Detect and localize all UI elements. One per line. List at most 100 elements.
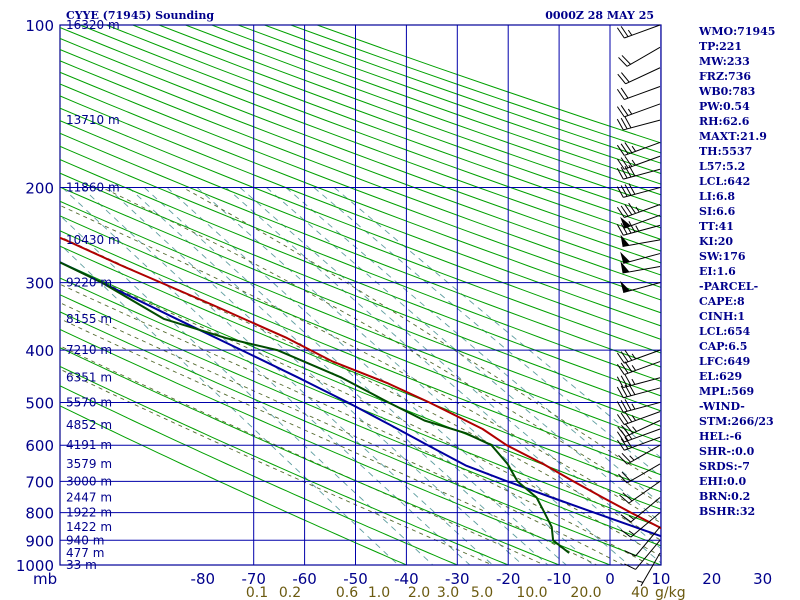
temperature-tick-label: -10 — [547, 570, 572, 588]
frame-rect — [59, 24, 662, 566]
height-label: 3000 m — [66, 474, 112, 488]
wind-barb — [636, 552, 661, 587]
dry-adiabat — [60, 186, 661, 427]
moist-adiabat — [60, 302, 625, 565]
height-label: 477 m — [66, 546, 104, 560]
stat-item: KI:20 — [699, 235, 734, 248]
wind-barb — [616, 361, 661, 376]
stat-item: CINH:1 — [699, 310, 746, 323]
mixing-ratio-line — [334, 187, 661, 459]
dry-adiabat — [60, 215, 661, 459]
stat-item: MW:233 — [699, 55, 750, 68]
wind-barb — [618, 46, 661, 67]
mixing-ratio-label: 40 — [631, 585, 649, 600]
stat-item: RH:62.6 — [699, 115, 750, 128]
height-label: 33 m — [66, 558, 97, 572]
mixing-ratio-lines — [60, 187, 661, 565]
wind-barb — [618, 463, 661, 484]
moist-adiabat — [101, 187, 661, 506]
height-label: 3579 m — [66, 457, 112, 471]
dewpoint-trace — [60, 261, 570, 554]
pressure-unit-label: mb — [33, 570, 57, 588]
mixing-ratio-label: 0.2 — [279, 585, 301, 600]
dry-adiabat — [60, 49, 661, 276]
date-label: 0000Z 28 MAY 25 — [545, 9, 654, 22]
temperature-tick-label: -30 — [445, 570, 470, 588]
height-label: 6351 m — [66, 371, 112, 385]
wind-barb — [616, 86, 661, 100]
wind-barb — [616, 164, 661, 180]
dry-adiabat — [60, 311, 661, 565]
dry-adiabat — [60, 294, 661, 547]
mixing-ratio-label: 3.0 — [437, 585, 459, 600]
stat-item: LCL:642 — [699, 175, 751, 188]
dry-adiabat — [60, 60, 661, 288]
wind-barb — [624, 539, 661, 570]
sounding-indices: WMO:71945 TP:221 MW:233 FRZ:736 WB0:783 PW:0.… — [699, 24, 775, 519]
height-label: 7210 m — [66, 343, 112, 357]
dry-adiabat — [60, 172, 661, 412]
stat-item: -PARCEL- — [699, 280, 759, 293]
temperature-axis: -80 -70 -60 -50 -40 -30 -20 -10 0 10 20 30 — [191, 570, 773, 588]
grid-lines — [60, 25, 661, 565]
mixing-ratio-line — [107, 187, 524, 565]
wind-barb — [616, 383, 661, 399]
stat-item: CAP:6.5 — [699, 340, 748, 353]
stat-item: FRZ:736 — [699, 70, 752, 83]
wind-barb — [620, 512, 661, 538]
dry-adiabat — [60, 83, 661, 314]
mixing-ratio-label: 20.0 — [570, 585, 601, 600]
stat-item: HEL:-6 — [699, 430, 742, 443]
wind-barb — [616, 116, 661, 131]
temperature-tick-label: 10 — [651, 570, 670, 588]
mixing-ratio-label: 0.1 — [246, 585, 268, 600]
temperature-tick-label: 20 — [702, 570, 721, 588]
wind-barb — [616, 202, 661, 218]
stat-item: LCL:654 — [699, 325, 751, 338]
stat-item: SRDS:-7 — [699, 460, 750, 473]
mixing-ratio-label: 5.0 — [471, 585, 493, 600]
pressure-tick-label: 500 — [25, 394, 54, 412]
wind-barb — [620, 234, 661, 247]
temperature-trace — [60, 236, 661, 530]
wind-barb — [616, 103, 661, 118]
pressure-tick-label: 400 — [25, 342, 54, 360]
stat-item: LFC:649 — [699, 355, 751, 368]
wind-barb — [616, 411, 661, 426]
mixing-ratio-line — [81, 187, 494, 565]
height-label: 1422 m — [66, 520, 112, 534]
stat-item: EI:1.6 — [699, 265, 736, 278]
wind-barb — [616, 221, 661, 236]
stat-item: BSHR:32 — [699, 505, 756, 518]
wind-barb — [616, 183, 661, 198]
pressure-tick-label: 700 — [25, 473, 54, 491]
mixing-ratio-line — [128, 187, 549, 565]
dry-adiabat — [60, 200, 661, 443]
dry-adiabat — [60, 230, 661, 476]
wind-barbs — [616, 24, 661, 587]
station-title: CYYE (71945) Sounding — [66, 9, 215, 22]
stat-item: EHI:0.0 — [699, 475, 747, 488]
mixing-ratio-line — [266, 187, 661, 524]
height-label: 10430 m — [66, 233, 120, 247]
dry-adiabat — [60, 261, 661, 510]
temperature-tick-label: 0 — [605, 570, 615, 588]
height-label: 8155 m — [66, 312, 112, 326]
pressure-tick-label: 100 — [25, 17, 54, 35]
height-label: 4191 m — [66, 438, 112, 452]
height-label: 1922 m — [66, 506, 112, 520]
dry-adiabat — [60, 245, 661, 493]
wind-barb — [616, 349, 661, 364]
height-label: 2447 m — [66, 491, 112, 505]
stat-item: TP:221 — [699, 40, 743, 53]
height-label: 16320 m — [66, 18, 120, 32]
stat-item: LI:6.8 — [699, 190, 736, 203]
temperature-tick-label: -40 — [394, 570, 419, 588]
wind-barb — [620, 251, 661, 264]
stat-item: PW:0.54 — [699, 100, 750, 113]
moist-adiabats — [60, 187, 661, 565]
mixing-ratio-label: 1.0 — [368, 585, 390, 600]
plot-frame — [59, 24, 662, 566]
